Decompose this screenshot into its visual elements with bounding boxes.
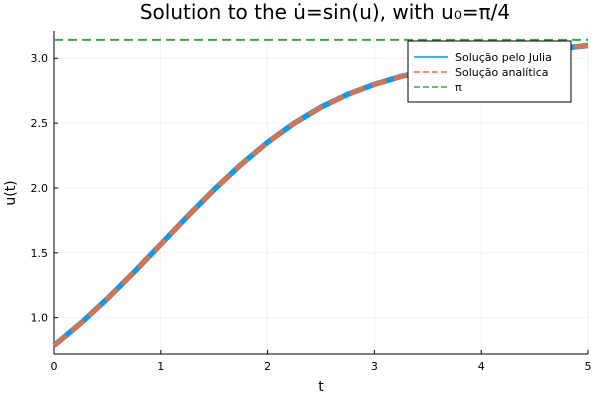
legend-entry: Solução analítica: [455, 66, 548, 79]
x-tick-label: 0: [51, 360, 58, 373]
x-tick-label: 4: [478, 360, 485, 373]
y-axis-ticks: 1.0 1.5 2.0 2.5 3.0: [31, 52, 58, 325]
x-axis-ticks: 0 1 2 3 4 5: [51, 350, 592, 373]
y-tick-label: 3.0: [31, 52, 49, 65]
legend-entry: Solução pelo Julia: [455, 51, 552, 64]
chart-title: Solution to the u̇=sin(u), with u₀=π/4: [140, 0, 510, 24]
y-tick-label: 1.5: [31, 247, 49, 260]
series-line-analytic: [52, 43, 589, 348]
y-tick-label: 1.0: [31, 312, 49, 325]
x-tick-label: 3: [371, 360, 378, 373]
x-tick-label: 2: [264, 360, 271, 373]
legend: Solução pelo Julia Solução analítica π: [407, 40, 572, 103]
x-axis-label: t: [318, 379, 324, 395]
plot-frame: [53, 31, 588, 355]
x-tick-label: 1: [157, 360, 164, 373]
y-tick-label: 2.0: [31, 182, 49, 195]
y-axis-label: u(t): [3, 180, 19, 205]
legend-entry: π: [455, 81, 462, 94]
y-tick-label: 2.5: [31, 117, 49, 130]
x-tick-label: 5: [585, 360, 592, 373]
